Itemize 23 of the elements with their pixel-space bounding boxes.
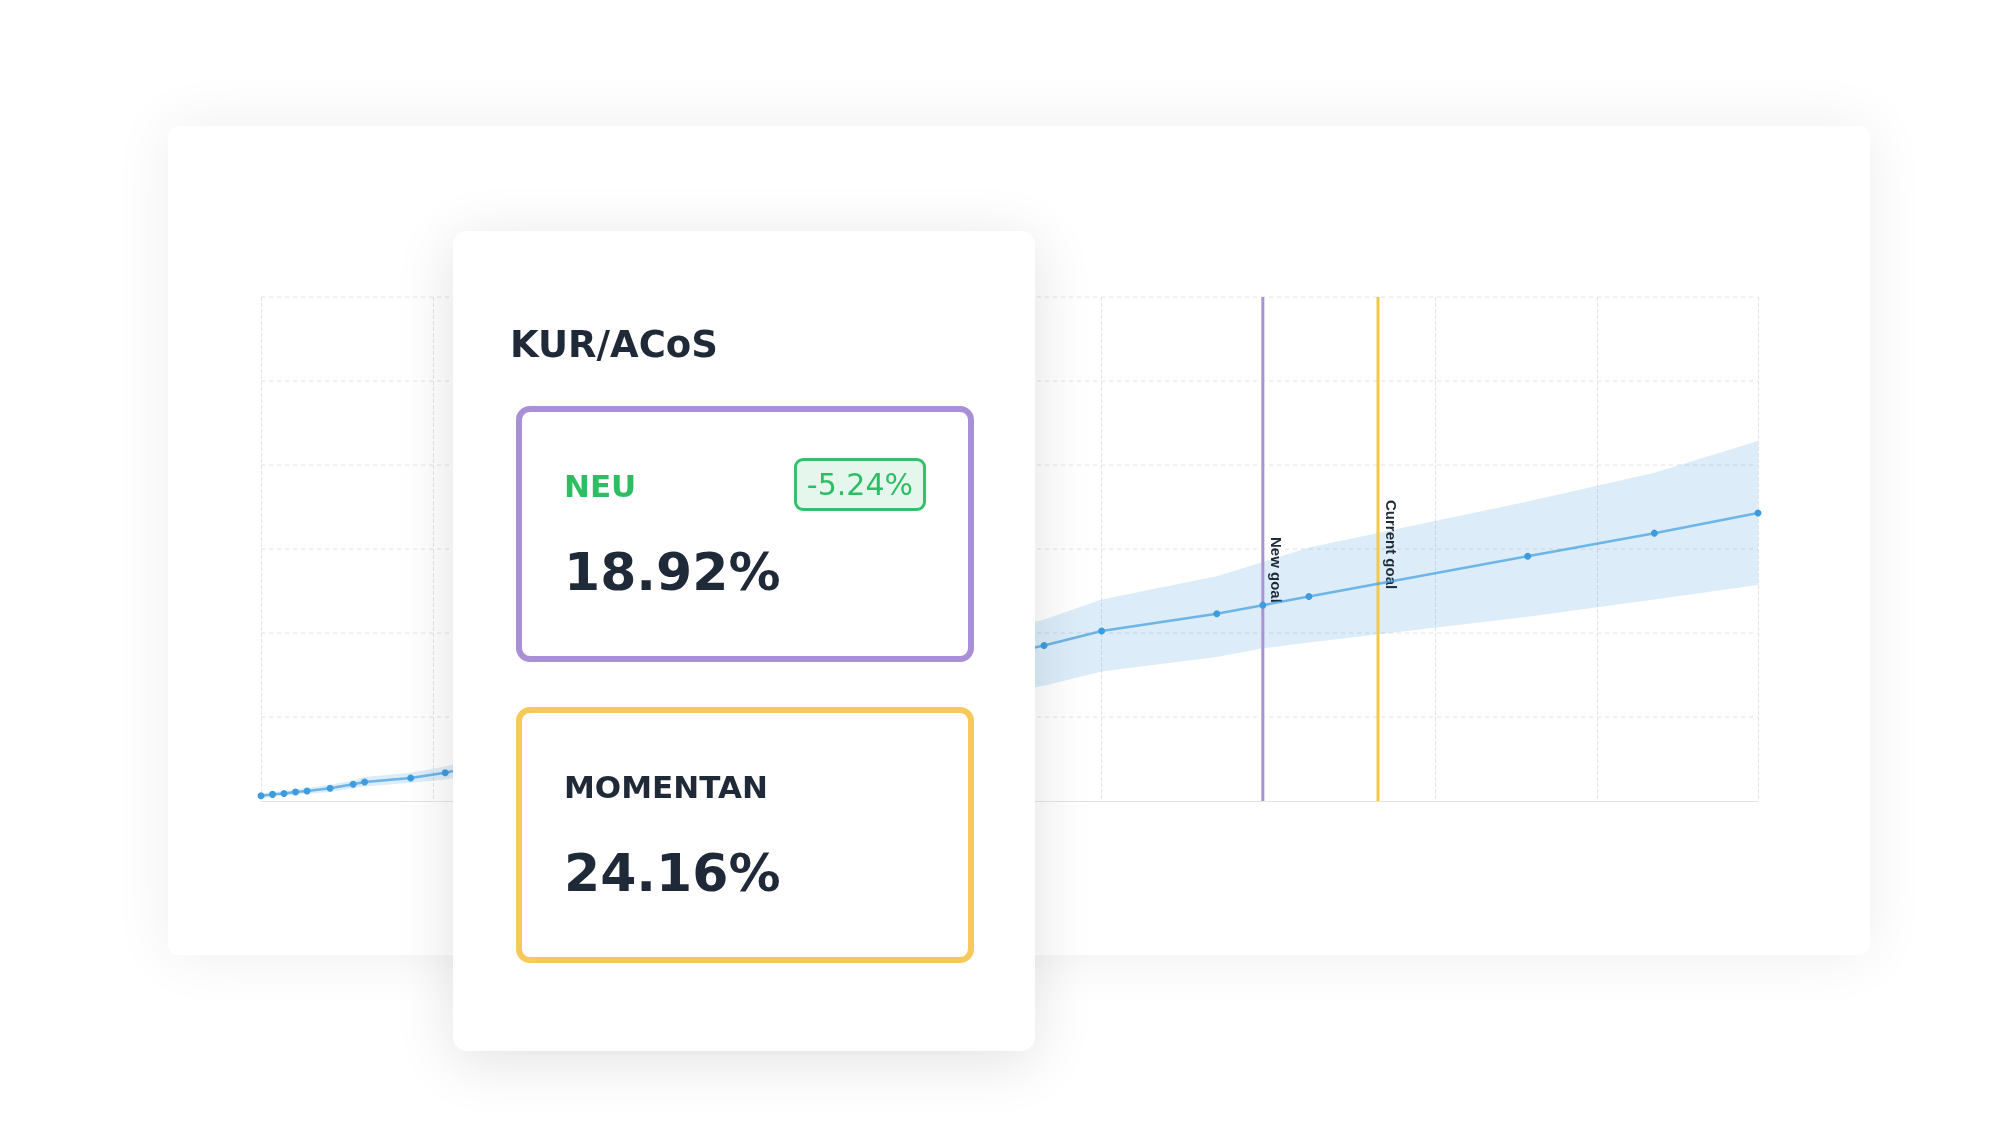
point (326, 784, 334, 792)
annotation: Current goal (1382, 500, 1400, 590)
annotation: 18.92% (564, 542, 781, 602)
point (1524, 552, 1532, 560)
point (1259, 601, 1267, 609)
card-frame: NEU -5.24% 18.92% (516, 406, 974, 662)
annotation: New goal (1267, 537, 1285, 603)
text: KUR/ACoS (510, 323, 718, 366)
point (280, 790, 288, 798)
point (349, 780, 357, 788)
point (257, 792, 265, 800)
point (1213, 610, 1221, 618)
point (1098, 627, 1106, 635)
card-frame: MOMENTAN 24.16% (516, 707, 974, 963)
point (1305, 593, 1313, 601)
annotation: MOMENTAN (564, 769, 768, 805)
point (441, 769, 449, 777)
point (1650, 529, 1658, 537)
point (407, 774, 415, 782)
point (269, 790, 277, 798)
point (292, 788, 300, 796)
point (1040, 641, 1048, 649)
point (361, 778, 369, 786)
